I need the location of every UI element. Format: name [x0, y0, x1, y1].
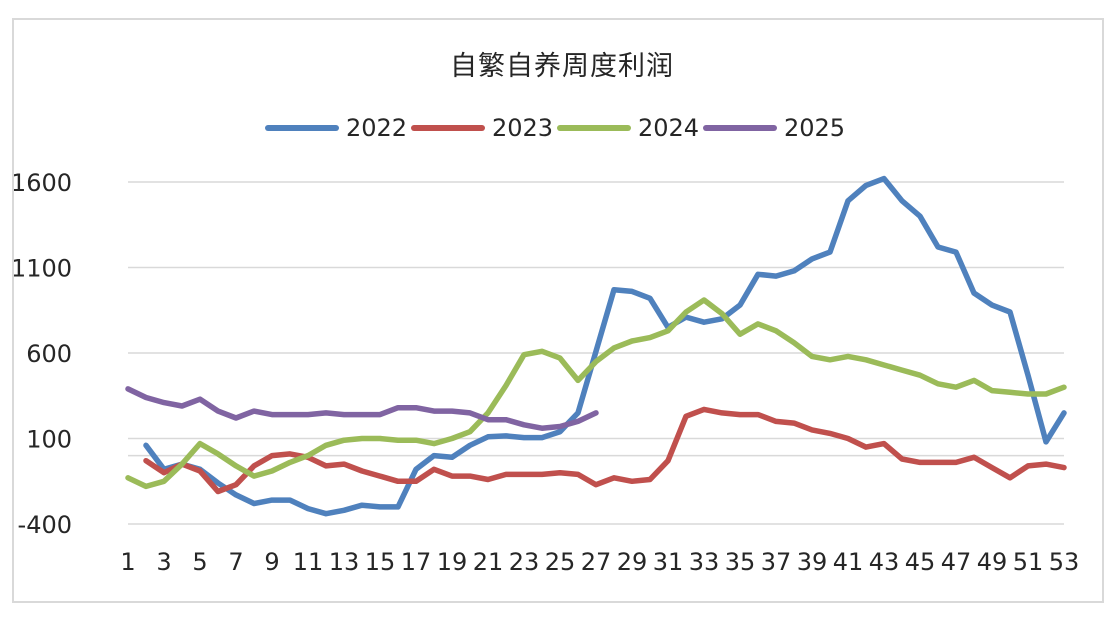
x-tick-label: 33 — [689, 548, 720, 576]
x-tick-label: 29 — [617, 548, 648, 576]
legend-label-2024: 2024 — [638, 114, 699, 142]
chart-title: 自繁自养周度利润 — [450, 51, 674, 82]
x-tick-label: 9 — [264, 548, 279, 576]
x-tick-label: 1 — [120, 548, 135, 576]
x-tick-label: 39 — [797, 548, 828, 576]
legend-label-2023: 2023 — [492, 114, 553, 142]
line-chart: 自繁自养周度利润 2022 2023 2024 2025 1600 1100 600 100… — [11, 51, 1079, 576]
y-tick-label: 1100 — [14, 255, 72, 283]
x-tick-label: 49 — [977, 548, 1008, 576]
x-tick-label: 47 — [941, 548, 972, 576]
x-tick-label: 25 — [545, 548, 576, 576]
x-tick-label: 43 — [869, 548, 900, 576]
x-tick-label: 53 — [1049, 548, 1080, 576]
x-tick-label: 17 — [401, 548, 432, 576]
x-tick-label: 19 — [437, 548, 468, 576]
x-tick-label: 35 — [725, 548, 756, 576]
legend-label-2025: 2025 — [784, 114, 845, 142]
x-tick-label: 7 — [228, 548, 243, 576]
x-tick-label: 51 — [1013, 548, 1044, 576]
x-tick-label: 41 — [833, 548, 864, 576]
x-tick-label: 31 — [653, 548, 684, 576]
x-tick-label: 11 — [293, 548, 324, 576]
x-tick-label: 23 — [509, 548, 540, 576]
y-tick-label: 600 — [26, 340, 72, 368]
y-tick-label: 1600 — [14, 169, 72, 197]
y-axis-ticks: 1600 1100 600 100 -400 — [11, 169, 72, 539]
legend-label-2022: 2022 — [346, 114, 407, 142]
series-line-2023 — [143, 406, 1067, 495]
series-line-2022 — [143, 175, 1067, 517]
series-line-2025 — [125, 386, 599, 431]
y-tick-label: -400 — [18, 511, 72, 539]
x-tick-label: 45 — [905, 548, 936, 576]
chart-frame: 自繁自养周度利润 2022 2023 2024 2025 1600 1100 600 100… — [11, 18, 1104, 603]
legend: 2022 2023 2024 2025 — [265, 114, 845, 142]
x-tick-label: 15 — [365, 548, 396, 576]
x-axis-ticks: 1 3 5 7 9 11 13 15 17 19 21 23 25 27 29 31 33 35 37 39 41 43 4… — [120, 548, 1079, 576]
x-tick-label: 27 — [581, 548, 612, 576]
x-tick-label: 13 — [329, 548, 360, 576]
series-line-2024 — [125, 297, 1067, 490]
x-tick-label: 21 — [473, 548, 504, 576]
y-tick-label: 100 — [26, 426, 72, 454]
x-tick-label: 5 — [192, 548, 207, 576]
series-group — [125, 175, 1067, 517]
x-tick-label: 3 — [156, 548, 171, 576]
x-tick-label: 37 — [761, 548, 792, 576]
